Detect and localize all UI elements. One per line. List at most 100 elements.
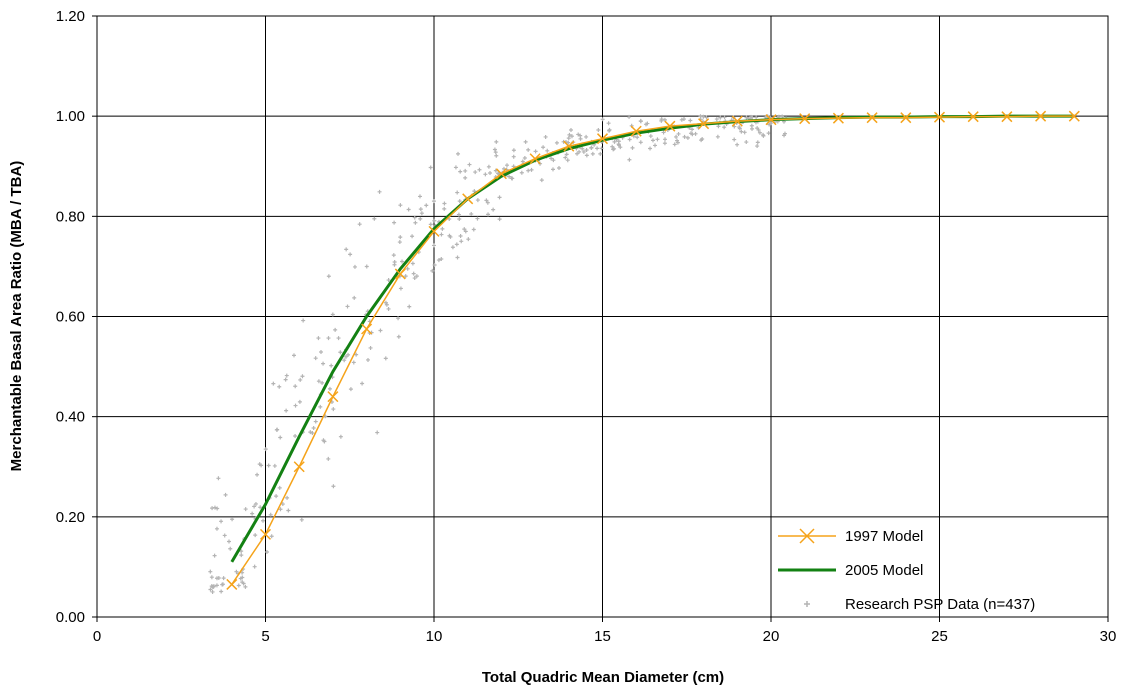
psp-data-point [564,152,569,157]
psp-data-point [589,145,594,150]
psp-data-point [529,167,534,172]
psp-data-point [269,534,274,539]
psp-data-point [252,564,257,569]
psp-data-point [227,539,232,544]
psp-data-point [755,144,760,149]
psp-data-point [486,212,491,217]
psp-data-point [354,352,359,357]
psp-data-point [253,501,258,506]
psp-data-point [221,576,226,581]
psp-data-point [545,148,550,153]
series-1997-marker [462,193,474,205]
psp-data-point [223,492,228,497]
axis-ticks: 0 5 10 15 20 25 30 0.00 0.20 0.40 0.60 0.80 1.00 1.20 [56,8,1117,645]
series-1997-marker [1035,110,1047,122]
legend-psp-label: Research PSP Data (n=437) [845,596,1035,613]
psp-data-point [291,353,296,358]
psp-data-point [403,274,408,279]
psp-data-point [675,138,680,143]
psp-data-point [398,286,403,291]
psp-data-point [693,131,698,136]
psp-data-point [453,165,458,170]
series-1997-marker [933,111,946,123]
series-1997-marker [293,461,305,473]
psp-data-point [386,306,391,311]
psp-data-point [331,484,336,489]
psp-data-point [581,149,586,154]
psp-data-point [331,407,336,412]
psp-data-point [463,175,468,180]
psp-data-point [493,150,498,155]
psp-data-point [263,447,268,452]
psp-data-point [688,131,693,136]
psp-data-point [450,245,455,250]
psp-data-point [685,135,690,140]
psp-data-point [345,304,350,309]
psp-data-point [392,259,397,264]
psp-data-point [661,130,666,135]
psp-data-point [566,140,571,145]
psp-data-point [316,379,321,384]
psp-data-point [556,165,561,170]
psp-data-point [750,126,755,131]
psp-data-point [491,207,496,212]
psp-data-point [396,334,401,339]
psp-data-point [418,207,423,212]
series-1997-marker [394,268,406,280]
psp-data-point [297,399,302,404]
psp-data-point [447,217,452,222]
psp-data-point [522,156,527,161]
psp-data-point [539,178,544,183]
psp-data-point [214,576,219,581]
psp-data-point [471,227,476,232]
psp-data-point [526,168,531,173]
psp-data-point [392,220,397,225]
psp-data-point [428,165,433,170]
psp-data-point [238,576,243,581]
psp-data-point [412,276,417,281]
psp-data-point [766,131,771,136]
psp-data-point [676,131,681,136]
psp-data-point [277,485,282,490]
psp-data-point [278,435,283,440]
psp-data-point [253,533,258,538]
psp-data-point [400,259,405,264]
psp-data-point [286,508,291,513]
psp-data-point [283,377,288,382]
psp-data-point [442,206,447,211]
psp-data-point [456,151,461,156]
psp-data-point [600,117,605,122]
series-1997-marker [361,323,373,335]
psp-data-point [462,227,467,232]
psp-data-point [551,167,556,172]
psp-data-point [418,216,423,221]
psp-data-point [268,512,273,517]
psp-data-point [419,211,424,216]
psp-data-point [511,154,516,159]
series-1997-marker [731,115,743,127]
psp-data-point [330,312,335,317]
psp-data-point [554,140,559,145]
series-1997-marker [967,111,979,123]
y-tick-label: 1.20 [56,8,85,25]
psp-data-point [285,495,290,500]
psp-data-point [782,133,787,138]
psp-data-point [650,138,655,143]
psp-data-point [616,143,621,148]
psp-data-point [467,162,472,167]
psp-data-point [635,135,640,140]
psp-data-point [672,142,677,147]
psp-data-point [493,168,498,173]
psp-data-point [511,148,516,153]
psp-data-point [458,169,463,174]
psp-data-point [454,242,459,247]
psp-data-point [616,139,621,144]
psp-data-point [243,584,248,589]
psp-data-point [533,149,538,154]
psp-data-point [311,426,316,431]
psp-data-point [386,278,391,283]
psp-data-point [384,302,389,307]
series-1997-marker [529,153,541,165]
psp-data-point [440,226,445,231]
